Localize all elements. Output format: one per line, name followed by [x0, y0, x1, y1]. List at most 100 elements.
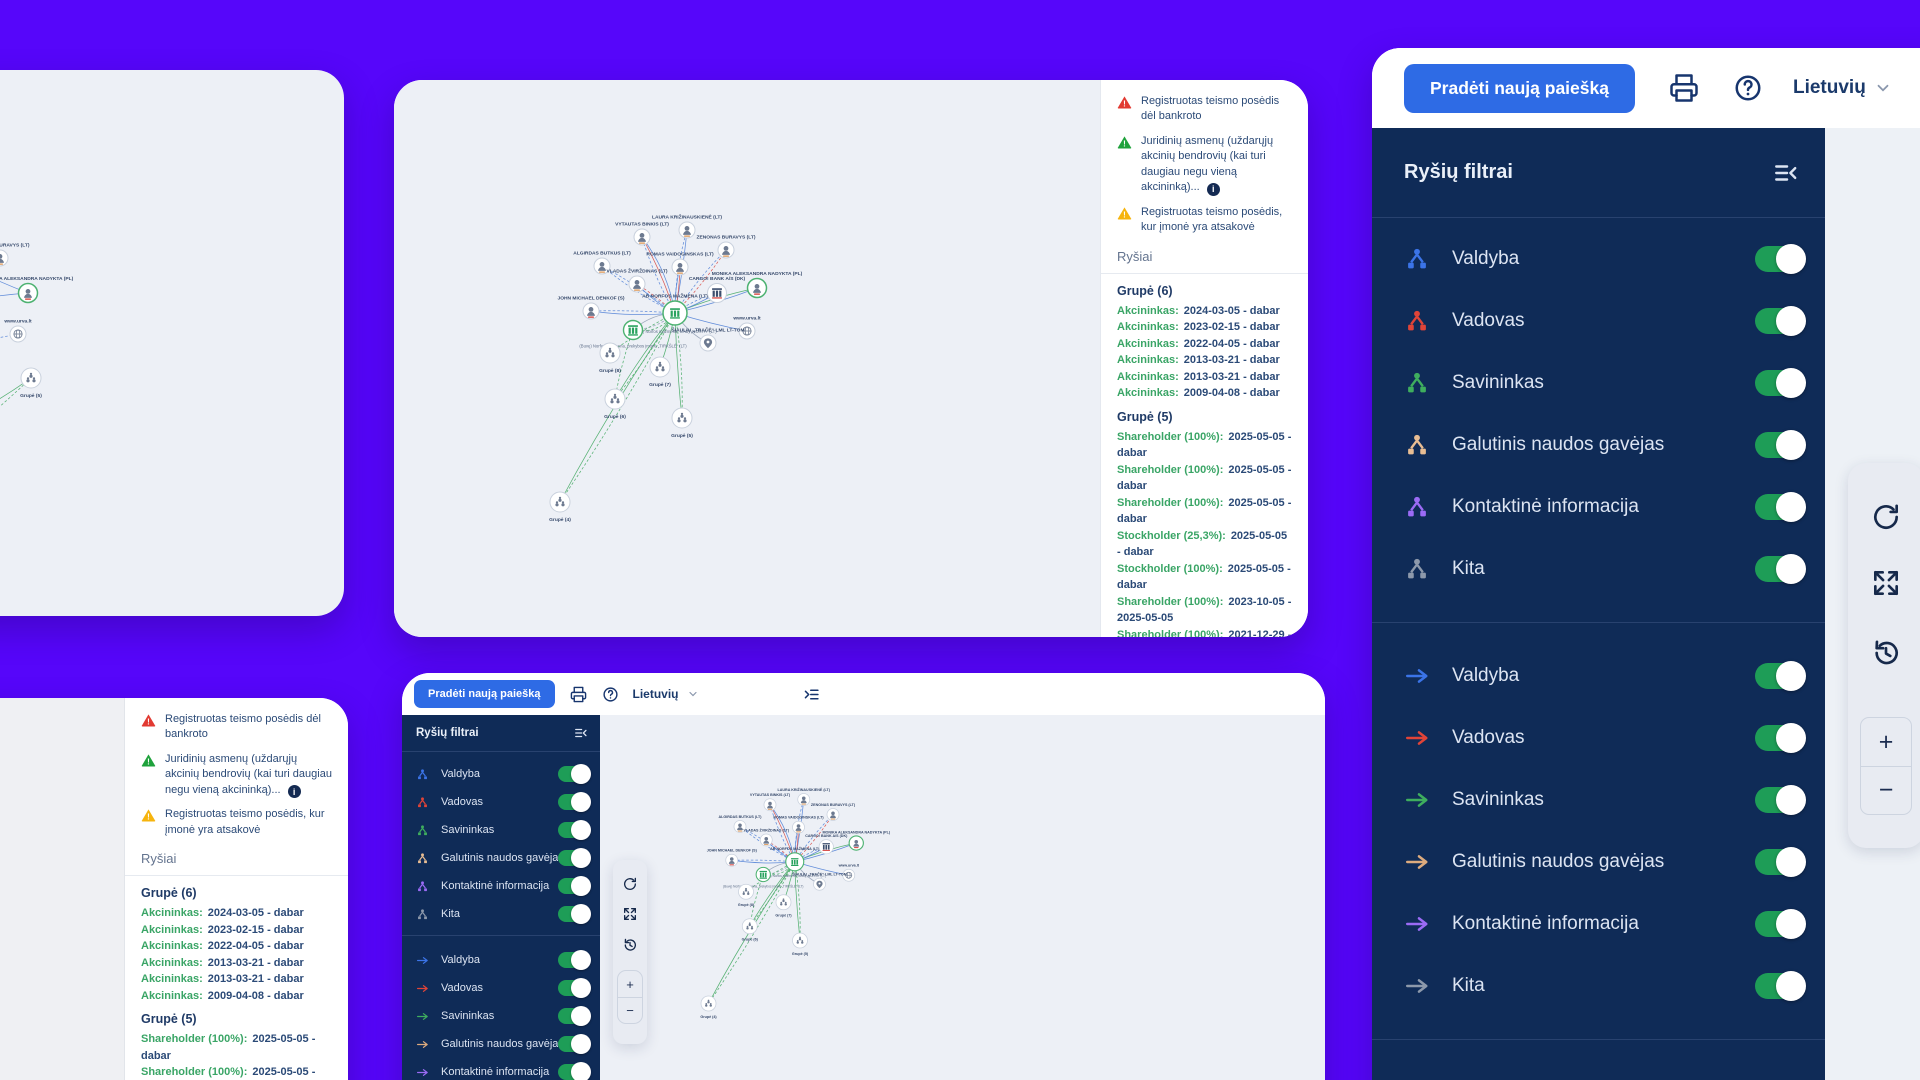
graph-node-cluster[interactable]: Grupė (4): [549, 491, 571, 523]
graph-node-globe[interactable]: www.urva.lt: [838, 864, 860, 882]
graph-node-person[interactable]: LAURA KRIŽINAUSKIENĖ (LT): [652, 213, 722, 239]
graph-node-label: www.urva.lt: [732, 316, 761, 322]
graph-node-company[interactable]: AB NORFOS MAŽMENA (LT) (Buvę Norfos mažme…: [633, 292, 717, 335]
filter-toggle[interactable]: [1755, 492, 1806, 522]
zoom-out-button[interactable]: −: [618, 997, 642, 1023]
graph-node-person[interactable]: VLADAS ŽVIRŽDINAS (LT): [606, 267, 668, 293]
graph-node-bank[interactable]: CARGO! BANK A/S (DK): [805, 834, 848, 855]
history-icon[interactable]: [622, 937, 638, 953]
filter-label: Kita: [1452, 558, 1485, 579]
new-search-button[interactable]: Pradėti naują paiešką: [1404, 63, 1635, 113]
print-icon[interactable]: [570, 686, 587, 703]
graph-node-person_green[interactable]: MONIKA ALEKSANDRA NADYKTA (PL): [712, 271, 803, 299]
info-icon[interactable]: i: [1206, 182, 1220, 196]
fullscreen-icon[interactable]: [622, 906, 638, 922]
filter-toggle[interactable]: [1755, 244, 1806, 274]
graph-node-cluster[interactable]: Grupė (8): [738, 883, 755, 907]
filter-toggle[interactable]: [558, 904, 591, 924]
graph-node-person[interactable]: ZENONAS BURAVYS (LT): [0, 243, 30, 267]
graph-node-person_green[interactable]: MONIKA ALEKSANDRA NADYKTA (PL): [822, 830, 891, 851]
filter-toggle[interactable]: [558, 848, 591, 868]
node-icon: [416, 768, 429, 781]
graph-node-cluster[interactable]: Grupė (4): [700, 995, 717, 1019]
graph-node-person[interactable]: VLADAS ŽVIRŽDINAS (LT): [743, 827, 790, 847]
filter-toggle[interactable]: [558, 876, 591, 896]
graph-node-pin[interactable]: ŠIAULIŲ „TRAČĖ“ LML LT-TOM: [792, 872, 847, 891]
graph-node-cluster[interactable]: Grupė (5): [20, 367, 42, 399]
graph-node-pin[interactable]: ŠIAULIŲ „TRAČĖ“ LML LT-TOM: [671, 326, 745, 352]
filter-toggle[interactable]: [558, 792, 591, 812]
graph-node-cluster[interactable]: Grupė (7): [775, 894, 792, 918]
graph-node-company_small[interactable]: (Buvę) Norfos mažmena, prekybos įmonė „T…: [579, 319, 687, 349]
info-icon[interactable]: i: [287, 785, 301, 799]
graph-node-company[interactable]: AB NORFOS MAŽMENA (LT) (Buvę Norfos mažme…: [764, 846, 826, 878]
graph-node-person[interactable]: ROMAS VAIDOGINSKAS (LT): [773, 816, 824, 834]
relation-type: Akcininkas:: [1117, 354, 1179, 367]
graph-node-person[interactable]: VYTAUTAS BINKIS (LT): [615, 222, 669, 246]
graph-node-company_small[interactable]: (Buvę) Norfos mažmena, prekybos įmonė „T…: [723, 866, 803, 889]
refresh-icon[interactable]: [1870, 501, 1902, 533]
graph-node-person[interactable]: LAURA KRIŽINAUSKIENĖ (LT): [778, 787, 831, 806]
new-search-button[interactable]: Pradėti naują paiešką: [414, 680, 555, 708]
filter-toggle[interactable]: [1755, 368, 1806, 398]
language-selector[interactable]: Lietuvių: [1792, 77, 1866, 98]
graph-canvas[interactable]: AB NORFOS MAŽMENA (LT) (Buvę Norfos mažme…: [600, 715, 1325, 1080]
graph-canvas-empty[interactable]: [0, 698, 125, 1080]
graph-node-person[interactable]: ALGIRDAS BUTKUS (LT): [719, 815, 763, 833]
graph-node-person[interactable]: ZENONAS BURAVYS (LT): [696, 235, 756, 259]
zoom-out-button[interactable]: −: [1861, 766, 1911, 814]
graph-canvas[interactable]: AB NORFOS MAŽMENA (LT) (Buvę Norfos mažme…: [394, 80, 1100, 637]
relationship-graph[interactable]: AB NORFOS MAŽMENA (LT) (Buvę Norfos mažme…: [600, 715, 1325, 1080]
graph-node-cluster[interactable]: Grupė (7): [649, 356, 671, 388]
collapse-sidebar-icon[interactable]: [574, 726, 588, 740]
collapse-sidebar-icon[interactable]: [1773, 160, 1799, 186]
graph-node-person[interactable]: ROMAS VAIDOGINSKAS (LT): [646, 252, 714, 276]
relationship-graph-partial[interactable]: ZENONAS BURAVYS (LT) MONIKA ALEKSANDRA NA…: [0, 70, 344, 616]
filter-toggle[interactable]: [1755, 909, 1806, 939]
graph-node-person[interactable]: ALGIRDAS BUTKUS (LT): [573, 251, 631, 275]
filter-toggle[interactable]: [1755, 971, 1806, 1001]
graph-node-person_green[interactable]: MONIKA ALEKSANDRA NADYKTA (PL): [0, 276, 74, 304]
refresh-icon[interactable]: [622, 876, 638, 892]
graph-node-cluster[interactable]: Grupė (5): [792, 932, 809, 956]
filter-toggle[interactable]: [1755, 847, 1806, 877]
filter-toggle[interactable]: [558, 1034, 591, 1054]
filter-toggle[interactable]: [558, 820, 591, 840]
language-selector[interactable]: Lietuvių: [632, 687, 679, 701]
filter-toggle[interactable]: [1755, 661, 1806, 691]
graph-node-person[interactable]: VYTAUTAS BINKIS (LT): [750, 793, 791, 812]
graph-node-label: Grupė (8): [738, 903, 755, 907]
filter-toggle[interactable]: [1755, 785, 1806, 815]
zoom-in-button[interactable]: +: [1878, 727, 1894, 756]
graph-node-cluster[interactable]: Grupė (6): [604, 388, 626, 420]
filter-toggle[interactable]: [558, 950, 591, 970]
filter-toggle[interactable]: [1755, 723, 1806, 753]
filter-toggle[interactable]: [1755, 430, 1806, 460]
graph-node-globe[interactable]: www.urva.lt: [3, 319, 32, 343]
node-icon: [416, 852, 429, 865]
graph-node-cluster[interactable]: Grupė (8): [599, 342, 621, 374]
filter-item-arrow: Savininkas: [1372, 769, 1825, 831]
graph-node-person[interactable]: JOHN MICHAEL DENKOF (S): [557, 296, 625, 320]
help-icon[interactable]: [1733, 73, 1763, 103]
graph-node-cluster[interactable]: Grupė (5): [671, 407, 693, 439]
graph-node-label: ALGIRDAS BUTKUS (LT): [573, 251, 631, 257]
graph-node-person[interactable]: JOHN MICHAEL DENKOF (S): [707, 849, 758, 867]
history-icon[interactable]: [1870, 637, 1902, 669]
fullscreen-icon[interactable]: [1870, 567, 1902, 599]
print-icon[interactable]: [1669, 73, 1699, 103]
zoom-in-button[interactable]: +: [626, 976, 634, 992]
filter-toggle[interactable]: [558, 764, 591, 784]
filter-toggle[interactable]: [558, 978, 591, 998]
graph-node-bank[interactable]: CARGO! BANK A/S (DK): [689, 276, 746, 303]
filter-toggle[interactable]: [1755, 554, 1806, 584]
filter-toggle[interactable]: [558, 1062, 591, 1080]
relationship-graph[interactable]: AB NORFOS MAŽMENA (LT) (Buvę Norfos mažme…: [394, 80, 1100, 637]
help-icon[interactable]: [602, 686, 619, 703]
filter-toggle[interactable]: [1755, 306, 1806, 336]
graph-node-globe[interactable]: www.urva.lt: [732, 316, 761, 340]
open-filters-icon[interactable]: [803, 686, 820, 703]
filter-toggle[interactable]: [558, 1006, 591, 1026]
graph-node-person[interactable]: ZENONAS BURAVYS (LT): [811, 803, 856, 821]
graph-node-cluster[interactable]: Grupė (6): [742, 918, 759, 942]
